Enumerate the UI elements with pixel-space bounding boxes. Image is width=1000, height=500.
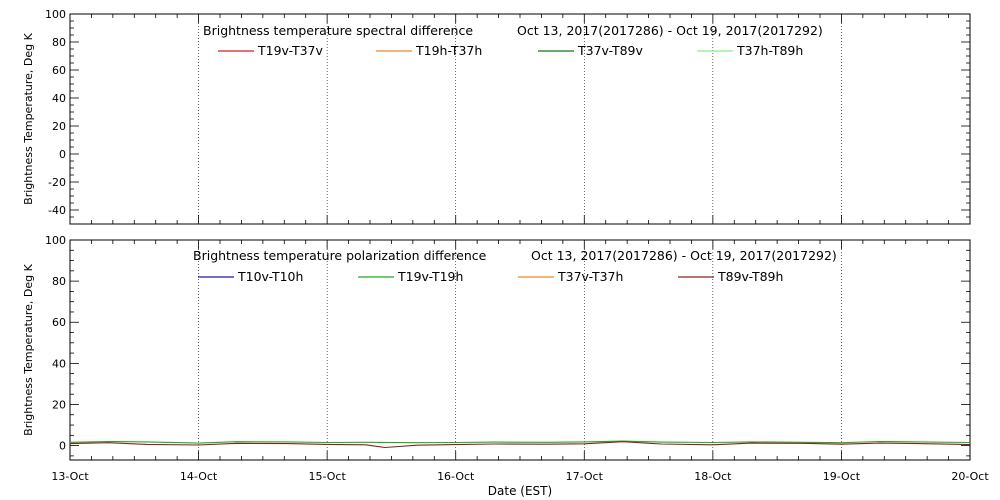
- plot-frame: [69, 239, 971, 461]
- x-tick-label: 16-Oct: [437, 470, 475, 483]
- y-tick-label: 20: [52, 120, 66, 133]
- chart-title: Brightness temperature polarization diff…: [193, 248, 487, 263]
- legend-entry: T19v-T37v: [257, 43, 324, 58]
- x-tick-label: 17-Oct: [566, 470, 604, 483]
- x-tick-label: 13-Oct: [51, 470, 89, 483]
- plot-frame: [69, 13, 971, 225]
- y-tick-label: -20: [48, 176, 66, 189]
- date-range-label: Oct 13, 2017(2017286) - Oct 19, 2017(201…: [531, 248, 837, 263]
- y-axis-label: Brightness Temperature, Deg K: [22, 32, 35, 204]
- polarization-difference-panel: 0 20 40 60 80 100 13-Oct 14-Oct 15-Oct 16-Oct 17-O…: [22, 234, 989, 483]
- y-tick-label: 40: [52, 357, 66, 370]
- y-tick-label: 60: [52, 64, 66, 77]
- x-tick-label: 20-Oct: [951, 470, 989, 483]
- x-tick-label: 15-Oct: [308, 470, 346, 483]
- legend-entry: T37h-T89h: [736, 43, 803, 58]
- series-line: [69, 440, 971, 444]
- series-line: [69, 441, 971, 449]
- y-axis-label: Brightness Temperature, Deg K: [22, 263, 35, 435]
- y-tick-label: 20: [52, 398, 66, 411]
- y-tick-label: 0: [59, 440, 66, 453]
- y-tick-label: 80: [52, 36, 66, 49]
- legend-entry: T19h-T37h: [415, 43, 482, 58]
- spectral-difference-panel: -40 -20 0 20 40 60 80 100 Brightness temperature…: [22, 8, 971, 225]
- legend-entry: T37v-T89v: [577, 43, 644, 58]
- legend-entry: T89v-T89h: [717, 269, 783, 284]
- y-tick-label: 100: [45, 234, 66, 247]
- x-tick-label: 18-Oct: [694, 470, 732, 483]
- y-tick-label: -40: [48, 204, 66, 217]
- x-tick-label: 14-Oct: [180, 470, 218, 483]
- y-tick-label: 100: [45, 8, 66, 21]
- legend-entry: T37v-T37h: [557, 269, 623, 284]
- x-tick-label: 19-Oct: [823, 470, 861, 483]
- y-tick-label: 60: [52, 316, 66, 329]
- y-tick-label: 0: [59, 148, 66, 161]
- x-axis-label: Date (EST): [488, 484, 552, 498]
- chart-title: Brightness temperature spectral differen…: [203, 23, 473, 38]
- y-tick-label: 40: [52, 92, 66, 105]
- legend-entry: T10v-T10h: [237, 269, 303, 284]
- y-tick-label: 80: [52, 275, 66, 288]
- legend-entry: T19v-T19h: [397, 269, 463, 284]
- date-range-label: Oct 13, 2017(2017286) - Oct 19, 2017(201…: [517, 23, 823, 38]
